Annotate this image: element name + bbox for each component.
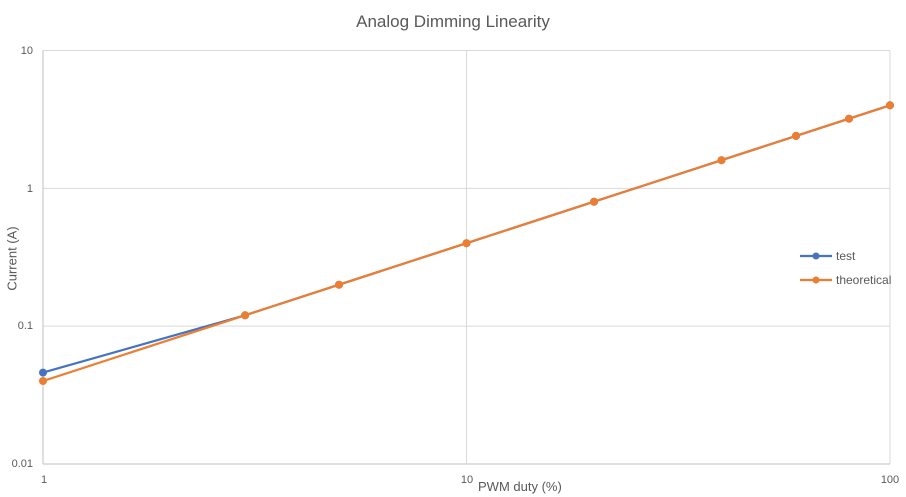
y-tick-label: 10 xyxy=(20,45,33,57)
legend-marker-icon xyxy=(800,276,832,284)
legend-item-theoretical: theoretical xyxy=(800,269,891,291)
y-tick-label: 1 xyxy=(26,183,33,195)
y-axis-title: Current (A) xyxy=(4,226,20,291)
legend-marker-icon xyxy=(800,252,832,260)
y-tick-label: 0.01 xyxy=(11,458,33,470)
x-tick-label: 1 xyxy=(40,474,48,486)
x-axis-title: PWM duty (%) xyxy=(478,479,562,494)
legend-label: theoretical xyxy=(836,273,892,287)
legend: test theoretical xyxy=(800,245,891,293)
x-tick-label: 100 xyxy=(880,474,900,486)
legend-item-test: test xyxy=(800,245,891,267)
chart-title: Analog Dimming Linearity xyxy=(356,12,550,31)
legend-label: test xyxy=(836,249,856,263)
y-tick-label: 0.1 xyxy=(17,320,33,332)
x-tick-label: 10 xyxy=(460,474,474,486)
